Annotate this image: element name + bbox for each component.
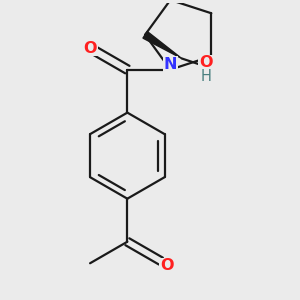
Text: N: N: [164, 57, 177, 72]
Text: O: O: [160, 258, 173, 273]
Polygon shape: [143, 32, 182, 58]
Text: O: O: [83, 40, 97, 56]
Text: O: O: [199, 55, 212, 70]
Text: H: H: [200, 69, 211, 84]
